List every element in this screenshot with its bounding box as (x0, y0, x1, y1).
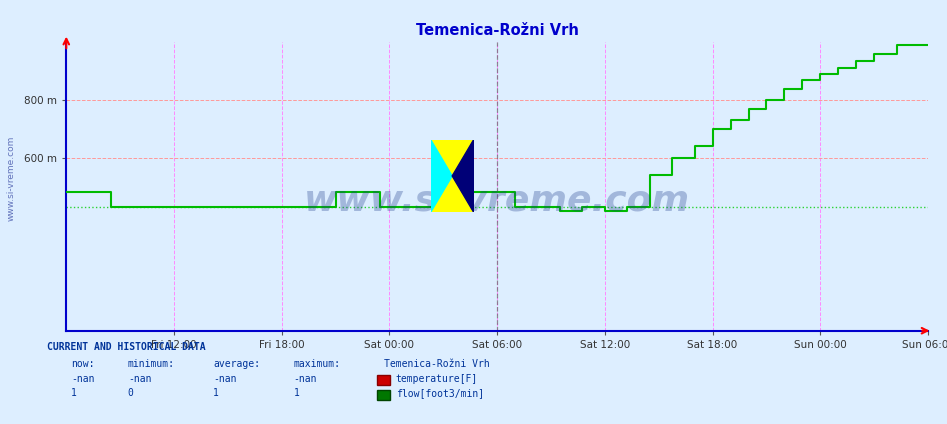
Text: -nan: -nan (294, 374, 317, 384)
Text: www.si-vreme.com: www.si-vreme.com (304, 184, 690, 218)
Text: 1: 1 (294, 388, 299, 399)
Text: 0: 0 (128, 388, 134, 399)
Text: temperature[F]: temperature[F] (396, 374, 478, 384)
Text: 1: 1 (213, 388, 219, 399)
Text: -nan: -nan (128, 374, 152, 384)
Text: flow[foot3/min]: flow[foot3/min] (396, 388, 484, 399)
Text: -nan: -nan (71, 374, 95, 384)
Text: www.si-vreme.com: www.si-vreme.com (7, 135, 16, 221)
Text: minimum:: minimum: (128, 359, 175, 369)
Text: -nan: -nan (213, 374, 237, 384)
Text: now:: now: (71, 359, 95, 369)
Text: CURRENT AND HISTORICAL DATA: CURRENT AND HISTORICAL DATA (47, 342, 206, 352)
Text: average:: average: (213, 359, 260, 369)
Title: Temenica-Rožni Vrh: Temenica-Rožni Vrh (416, 23, 579, 39)
Text: maximum:: maximum: (294, 359, 341, 369)
FancyBboxPatch shape (377, 375, 390, 385)
Text: Temenica-Rožni Vrh: Temenica-Rožni Vrh (384, 359, 490, 369)
Text: 1: 1 (71, 388, 77, 399)
Polygon shape (453, 140, 474, 212)
Polygon shape (431, 140, 453, 212)
